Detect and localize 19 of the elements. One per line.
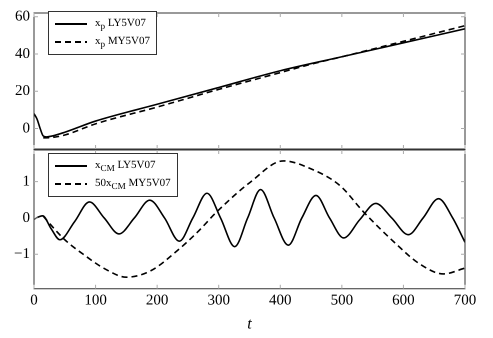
x-axis-title: t [247,316,252,333]
x-tick-label: 600 [392,292,415,309]
y-tick-label: 0 [22,210,30,226]
legend-label: x$_{p}$ LY5V07 [95,16,146,32]
y-tick-label: 40 [15,46,30,62]
x-tick-label: 400 [269,292,292,309]
y-tick-label: 1 [22,174,30,190]
x-tick-label: 700 [454,292,476,309]
x-tick-label: 500 [330,292,354,309]
y-tick-label: 20 [15,83,30,100]
y-tick-label: 0 [22,120,30,136]
y-tick-label: −1 [14,246,30,262]
legend-label: x$_{CM}$ LY5V07 [95,158,156,174]
x-tick-label: 100 [84,292,107,309]
legend-label: x$_{p}$ MY5V07 [95,34,150,50]
legend-label: 50x$_{CM}$ MY5V07 [95,176,171,192]
y-tick-label: 60 [15,8,30,25]
x-tick-label: 200 [146,292,168,309]
x-tick-label: 300 [207,292,230,309]
